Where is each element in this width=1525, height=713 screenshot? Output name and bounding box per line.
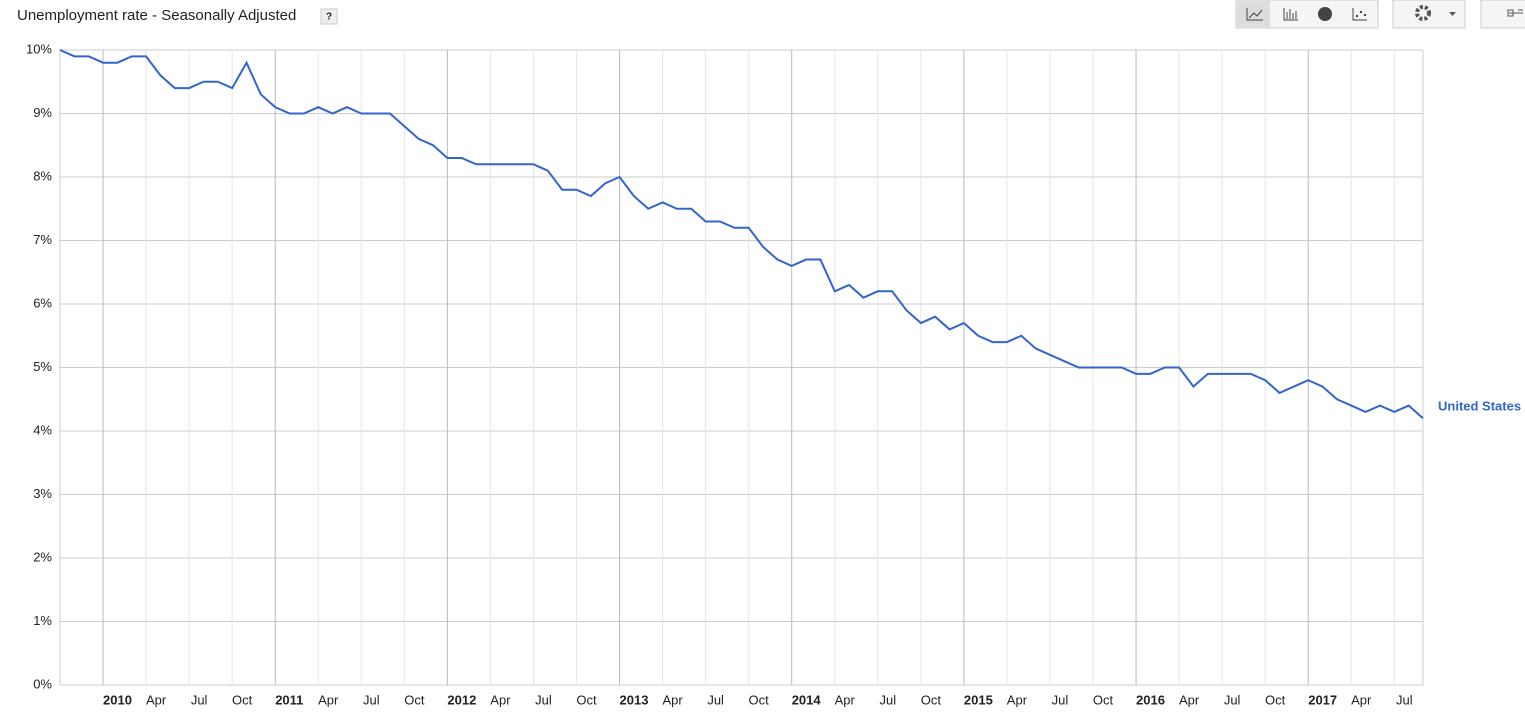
line-icon [1246,8,1263,21]
x-tick-label: Apr [318,692,339,707]
scatter-dot [1356,15,1358,17]
y-tick-label: 4% [33,422,52,437]
legend-label: United States [1438,399,1521,414]
x-tick-label: 2013 [620,692,649,707]
scatter-icon[interactable] [1352,8,1367,21]
y-tick-label: 3% [33,486,52,501]
bar-icon[interactable] [1283,8,1298,21]
x-tick-label: Oct [1093,692,1114,707]
x-tick-label: Jul [1396,692,1413,707]
x-tick-label: Jul [879,692,896,707]
x-tick-label: Jul [535,692,552,707]
x-tick-label: 2012 [447,692,476,707]
x-tick-label: Oct [921,692,942,707]
x-tick-label: Oct [232,692,253,707]
y-tick-label: 9% [33,105,52,120]
line [59,49,1424,420]
y-tick-label: 5% [33,359,52,374]
x-tick-label: Apr [835,692,856,707]
help-button[interactable] [320,8,338,25]
x-tick-label: Apr [146,692,167,707]
x-tick-label: 2010 [103,692,132,707]
x-tick-label: Jul [707,692,724,707]
x-tick-label: 2015 [964,692,993,707]
scatter-dot [1364,14,1366,16]
y-tick-label: 7% [33,232,52,247]
y-tick-label: 8% [33,168,52,183]
x-tick-label: Oct [576,692,597,707]
x-tick-label: Jul [1224,692,1241,707]
chart-title: Unemployment rate - Seasonally Adjusted [17,7,296,24]
x-tick-label: 2016 [1136,692,1165,707]
y-tick-label: 10% [26,41,52,56]
x-tick-label: 2011 [275,692,303,707]
link-icon [1507,9,1523,17]
y-tick-label: 2% [33,549,52,564]
x-tick-label: Jul [1052,692,1069,707]
scatter-dot [1360,11,1362,13]
x-tick-label: 2017 [1308,692,1337,707]
x-tick-label: Apr [662,692,683,707]
toolbar [1235,0,1525,29]
dropdown-arrow [1449,12,1456,16]
x-tick-label: Jul [363,692,380,707]
x-tick-label: Apr [1007,692,1028,707]
x-tick-label: Jul [191,692,208,707]
link-button[interactable] [1480,0,1525,29]
x-tick-label: Oct [404,692,425,707]
y-tick-label: 0% [33,676,52,691]
x-tick-label: Oct [749,692,770,707]
help-icon[interactable]: ? [326,12,332,23]
y-tick-label: 1% [33,613,52,628]
x-tick-label: Oct [1265,692,1286,707]
x-tick-label: Apr [490,692,511,707]
x-tick-label: Apr [1351,692,1372,707]
map-icon[interactable] [1318,7,1332,21]
y-tick-label: 6% [33,295,52,310]
x-tick-label: Apr [1179,692,1200,707]
gear-icon [1415,5,1431,21]
x-tick-label: 2014 [792,692,822,707]
